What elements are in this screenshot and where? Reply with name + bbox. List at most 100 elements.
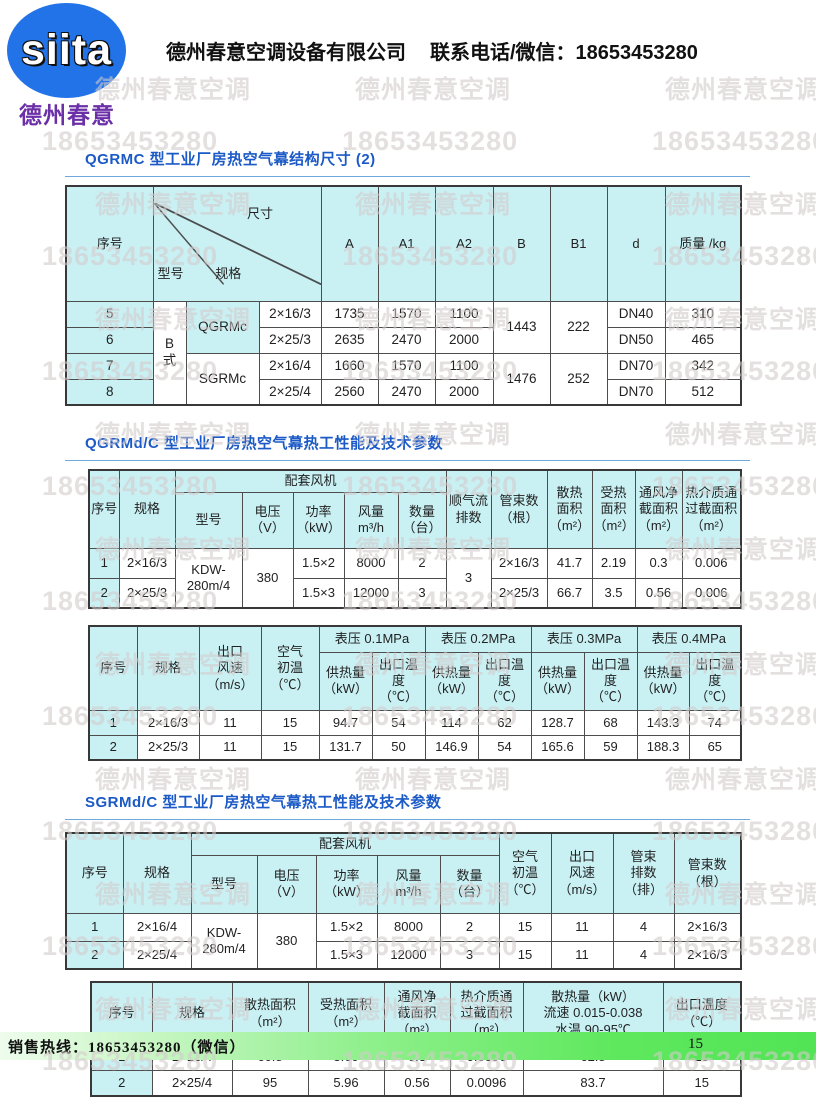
table-qgrmd-performance: 序号 规格 配套风机 顺气流 排数 管束数 （根） 散热 面积 （m²） 受热 …	[88, 469, 743, 610]
logo-text: siita	[20, 26, 113, 74]
cell: 2.19	[591, 547, 636, 579]
cell: 128.7	[530, 709, 585, 736]
cell: 4	[612, 912, 675, 942]
cell: 0.56	[383, 1069, 451, 1097]
cell: 74	[688, 709, 742, 736]
cell: 2470	[377, 378, 436, 406]
cell: 15	[260, 734, 320, 761]
col-header-tubes: 管束数 （根）	[673, 832, 742, 914]
col-header-A: A	[320, 185, 379, 302]
table-row: 2 2×25/3 1.5×3 12000 3 2×25/3 66.7 3.5 0…	[88, 577, 742, 609]
table-sgrmd-fan-params: 序号 规格 配套风机 空气 初温 （℃） 出口 风速 （m/s） 管束 排数 （…	[65, 832, 743, 971]
cell: 15	[498, 940, 552, 970]
table-pressure-performance: 序号 规格 出口 风速 （m/s） 空气 初温 （℃） 表压 0.1MPa 表压…	[88, 625, 743, 762]
table-row: 8 2×25/4 2560 2470 2000 DN70 512	[65, 378, 742, 406]
cell: 8	[65, 378, 154, 406]
cell: 2	[88, 577, 120, 609]
cell: 165.6	[530, 734, 585, 761]
cell: 2	[90, 1069, 153, 1097]
section-title-qgrmd-performance: QGRMd/C 型工业厂房热空气幕热工性能及技术参数	[85, 435, 443, 453]
cell: 188.3	[636, 734, 690, 761]
diagonal-lines	[154, 203, 321, 285]
cell: 0.006	[681, 577, 742, 609]
cell: 41.7	[546, 547, 593, 579]
col-header-medium-area: 热介质通 过截面积 （m²）	[681, 469, 742, 549]
cell: 3	[439, 940, 500, 970]
col-header-air-rows: 顺气流 排数	[445, 469, 492, 549]
cell: 5.96	[307, 1069, 385, 1097]
cell: 95	[231, 1069, 309, 1097]
cell: 1.5×3	[292, 577, 345, 609]
col-header-tube-rows: 管束 排数 （排）	[612, 832, 675, 914]
cell: 1	[65, 912, 124, 942]
col-header-d: d	[606, 185, 666, 302]
table-row: 6 2×25/3 2635 2470 2000 DN50 465	[65, 326, 742, 354]
cell: 50	[371, 734, 426, 761]
sales-hotline: 销售热线：18653453280（微信）	[8, 1040, 246, 1056]
cell: 2	[397, 547, 447, 579]
group-header-p1: 表压 0.1MPa	[318, 625, 426, 653]
diag-label-spec: 规格	[215, 266, 242, 282]
cell: 2	[88, 734, 138, 761]
col-header-recv-area: 受热 面积 （m²）	[591, 469, 636, 549]
col-header-power: 功率 （kW）	[292, 491, 345, 549]
cell: DN70	[606, 352, 666, 380]
cell: 252	[549, 352, 608, 406]
col-header-speed: 出口 风速 （m/s）	[198, 625, 262, 711]
col-header-heat-area: 散热 面积 （m²）	[546, 469, 593, 549]
cell: DN50	[606, 326, 666, 354]
cell: 11	[550, 912, 614, 942]
cell: 2000	[434, 326, 494, 354]
cell: 62	[477, 709, 532, 736]
section-title-sgrmd-performance: SGRMd/C 型工业厂房热空气幕热工性能及技术参数	[85, 794, 442, 812]
cell: 2×25/4	[258, 378, 322, 406]
table-row: 2 2×25/4 95 5.96 0.56 0.0096 83.7 15	[90, 1069, 742, 1097]
cell: 222	[549, 300, 608, 354]
footer-bar: 销售热线：18653453280（微信） 15	[0, 1032, 816, 1060]
cell: 2×16/4	[122, 912, 192, 942]
cell: 2×16/3	[258, 300, 322, 328]
group-header-fan: 配套风机	[174, 469, 447, 493]
cell-model-qgrmc: QGRMc	[185, 300, 260, 354]
cell: 15	[498, 912, 552, 942]
col-header-spec: 规格	[118, 469, 176, 549]
cell: 2×16/4	[258, 352, 322, 380]
col-header-supply: 供热量 （kW）	[530, 651, 585, 711]
diagonal-header-cell: 尺寸 型号 规格	[152, 185, 322, 302]
cell: 2×25/4	[151, 1069, 233, 1097]
cell: 54	[371, 709, 426, 736]
cell-fan-model: KDW- 280m/4	[190, 912, 258, 970]
cell: 512	[664, 378, 742, 406]
cell: 94.7	[318, 709, 373, 736]
cell: 15	[260, 709, 320, 736]
page-number: 15	[688, 1036, 703, 1052]
col-header-flow: 风量 m³/h	[343, 491, 399, 549]
cell: 54	[477, 734, 532, 761]
col-header-supply: 供热量 （kW）	[424, 651, 479, 711]
table-row: 2 2×25/3 11 15 131.7 50 146.9 54 165.6 5…	[88, 734, 742, 761]
cell-fan-model: KDW- 280m/4	[174, 547, 243, 609]
section-title-structure-dims: QGRMC 型工业厂房热空气幕结构尺寸 (2)	[85, 151, 376, 168]
group-header-p2: 表压 0.2MPa	[424, 625, 532, 653]
cell: 2×16/3	[673, 940, 742, 970]
header-row: 型号 电压 （V） 功率 （kW） 风量 m³/h 数量 （台）	[66, 854, 741, 914]
col-header-no: 序号	[65, 832, 124, 914]
cell: 2×25/4	[122, 940, 192, 970]
col-header-supply: 供热量 （kW）	[636, 651, 690, 711]
cell: 1100	[434, 300, 494, 328]
cell: 380	[256, 912, 317, 970]
cell: 15	[662, 1069, 742, 1097]
cell: 3	[397, 577, 447, 609]
cell: 2560	[320, 378, 379, 406]
cell: 0.3	[634, 547, 683, 579]
cell: 83.7	[522, 1069, 664, 1097]
cell: 2×25/3	[136, 734, 200, 761]
cell: 7	[65, 352, 154, 380]
cell: 380	[241, 547, 294, 609]
cell: 0.0096	[449, 1069, 524, 1097]
col-header-no: 序号	[88, 625, 138, 711]
col-header-vent-area: 通风净 截面积 （m²）	[634, 469, 683, 549]
cell: 1476	[492, 352, 551, 406]
cell: 2635	[320, 326, 379, 354]
col-header-no: 序号	[65, 185, 154, 302]
